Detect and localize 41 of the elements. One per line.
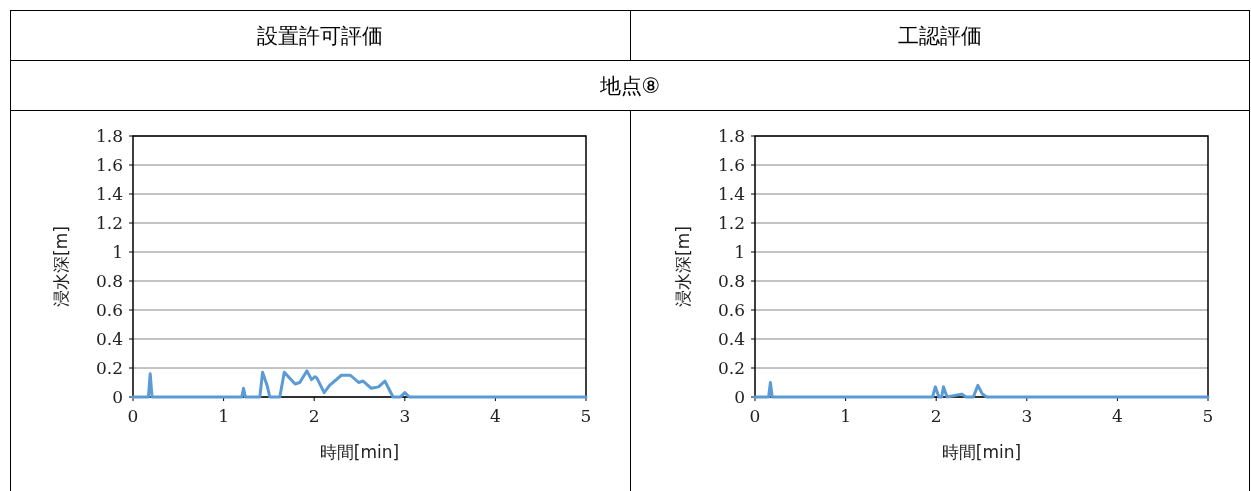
line-series	[131, 369, 588, 399]
x-tick-label: 4	[489, 406, 501, 426]
y-axis-title: 浸水深[m]	[51, 226, 71, 307]
x-tick-label: 5	[1202, 406, 1214, 426]
y-tick-label: 0	[734, 387, 745, 407]
x-tick-label: 1	[218, 406, 230, 426]
y-tick-label: 0	[112, 387, 123, 407]
x-tick-label: 0	[749, 406, 761, 426]
y-tick-label: 0.6	[717, 300, 745, 320]
text: 地点⑧	[598, 74, 661, 98]
y-tick-label: 0.8	[95, 271, 123, 291]
y-tick-label: 0.4	[717, 329, 745, 349]
x-tick-label: 2	[930, 406, 942, 426]
y-tick-label: 1.6	[717, 155, 745, 175]
x-tick-label: 4	[1111, 406, 1123, 426]
x-tick-label: 3	[399, 406, 411, 426]
chart-title: 設置許可評価	[257, 24, 383, 48]
chart-title: 工認評価	[898, 24, 982, 48]
y-tick-label: 0.6	[95, 300, 123, 320]
x-tick-label: 0	[127, 406, 139, 426]
y-tick-label: 1.4	[717, 184, 745, 204]
line-series	[753, 381, 1210, 399]
y-tick-label: 1	[112, 242, 123, 262]
y-tick-label: 1.6	[95, 155, 123, 175]
x-axis-title: 時間[min]	[319, 442, 400, 462]
x-tick-label: 2	[308, 406, 320, 426]
y-tick-label: 1	[734, 242, 745, 262]
y-tick-label: 1.2	[717, 213, 745, 233]
y-tick-label: 0.2	[717, 358, 745, 378]
y-tick-label: 1.8	[95, 126, 123, 146]
y-tick-label: 0.8	[717, 271, 745, 291]
y-tick-label: 0.4	[95, 329, 123, 349]
x-tick-label: 5	[580, 406, 592, 426]
y-tick-label: 1.8	[717, 126, 745, 146]
x-axis-title: 時間[min]	[941, 442, 1022, 462]
x-tick-label: 3	[1021, 406, 1033, 426]
y-tick-label: 1.4	[95, 184, 123, 204]
y-tick-label: 1.2	[95, 213, 123, 233]
y-tick-label: 0.2	[95, 358, 123, 378]
y-axis-title: 浸水深[m]	[673, 226, 693, 307]
x-tick-label: 1	[840, 406, 852, 426]
